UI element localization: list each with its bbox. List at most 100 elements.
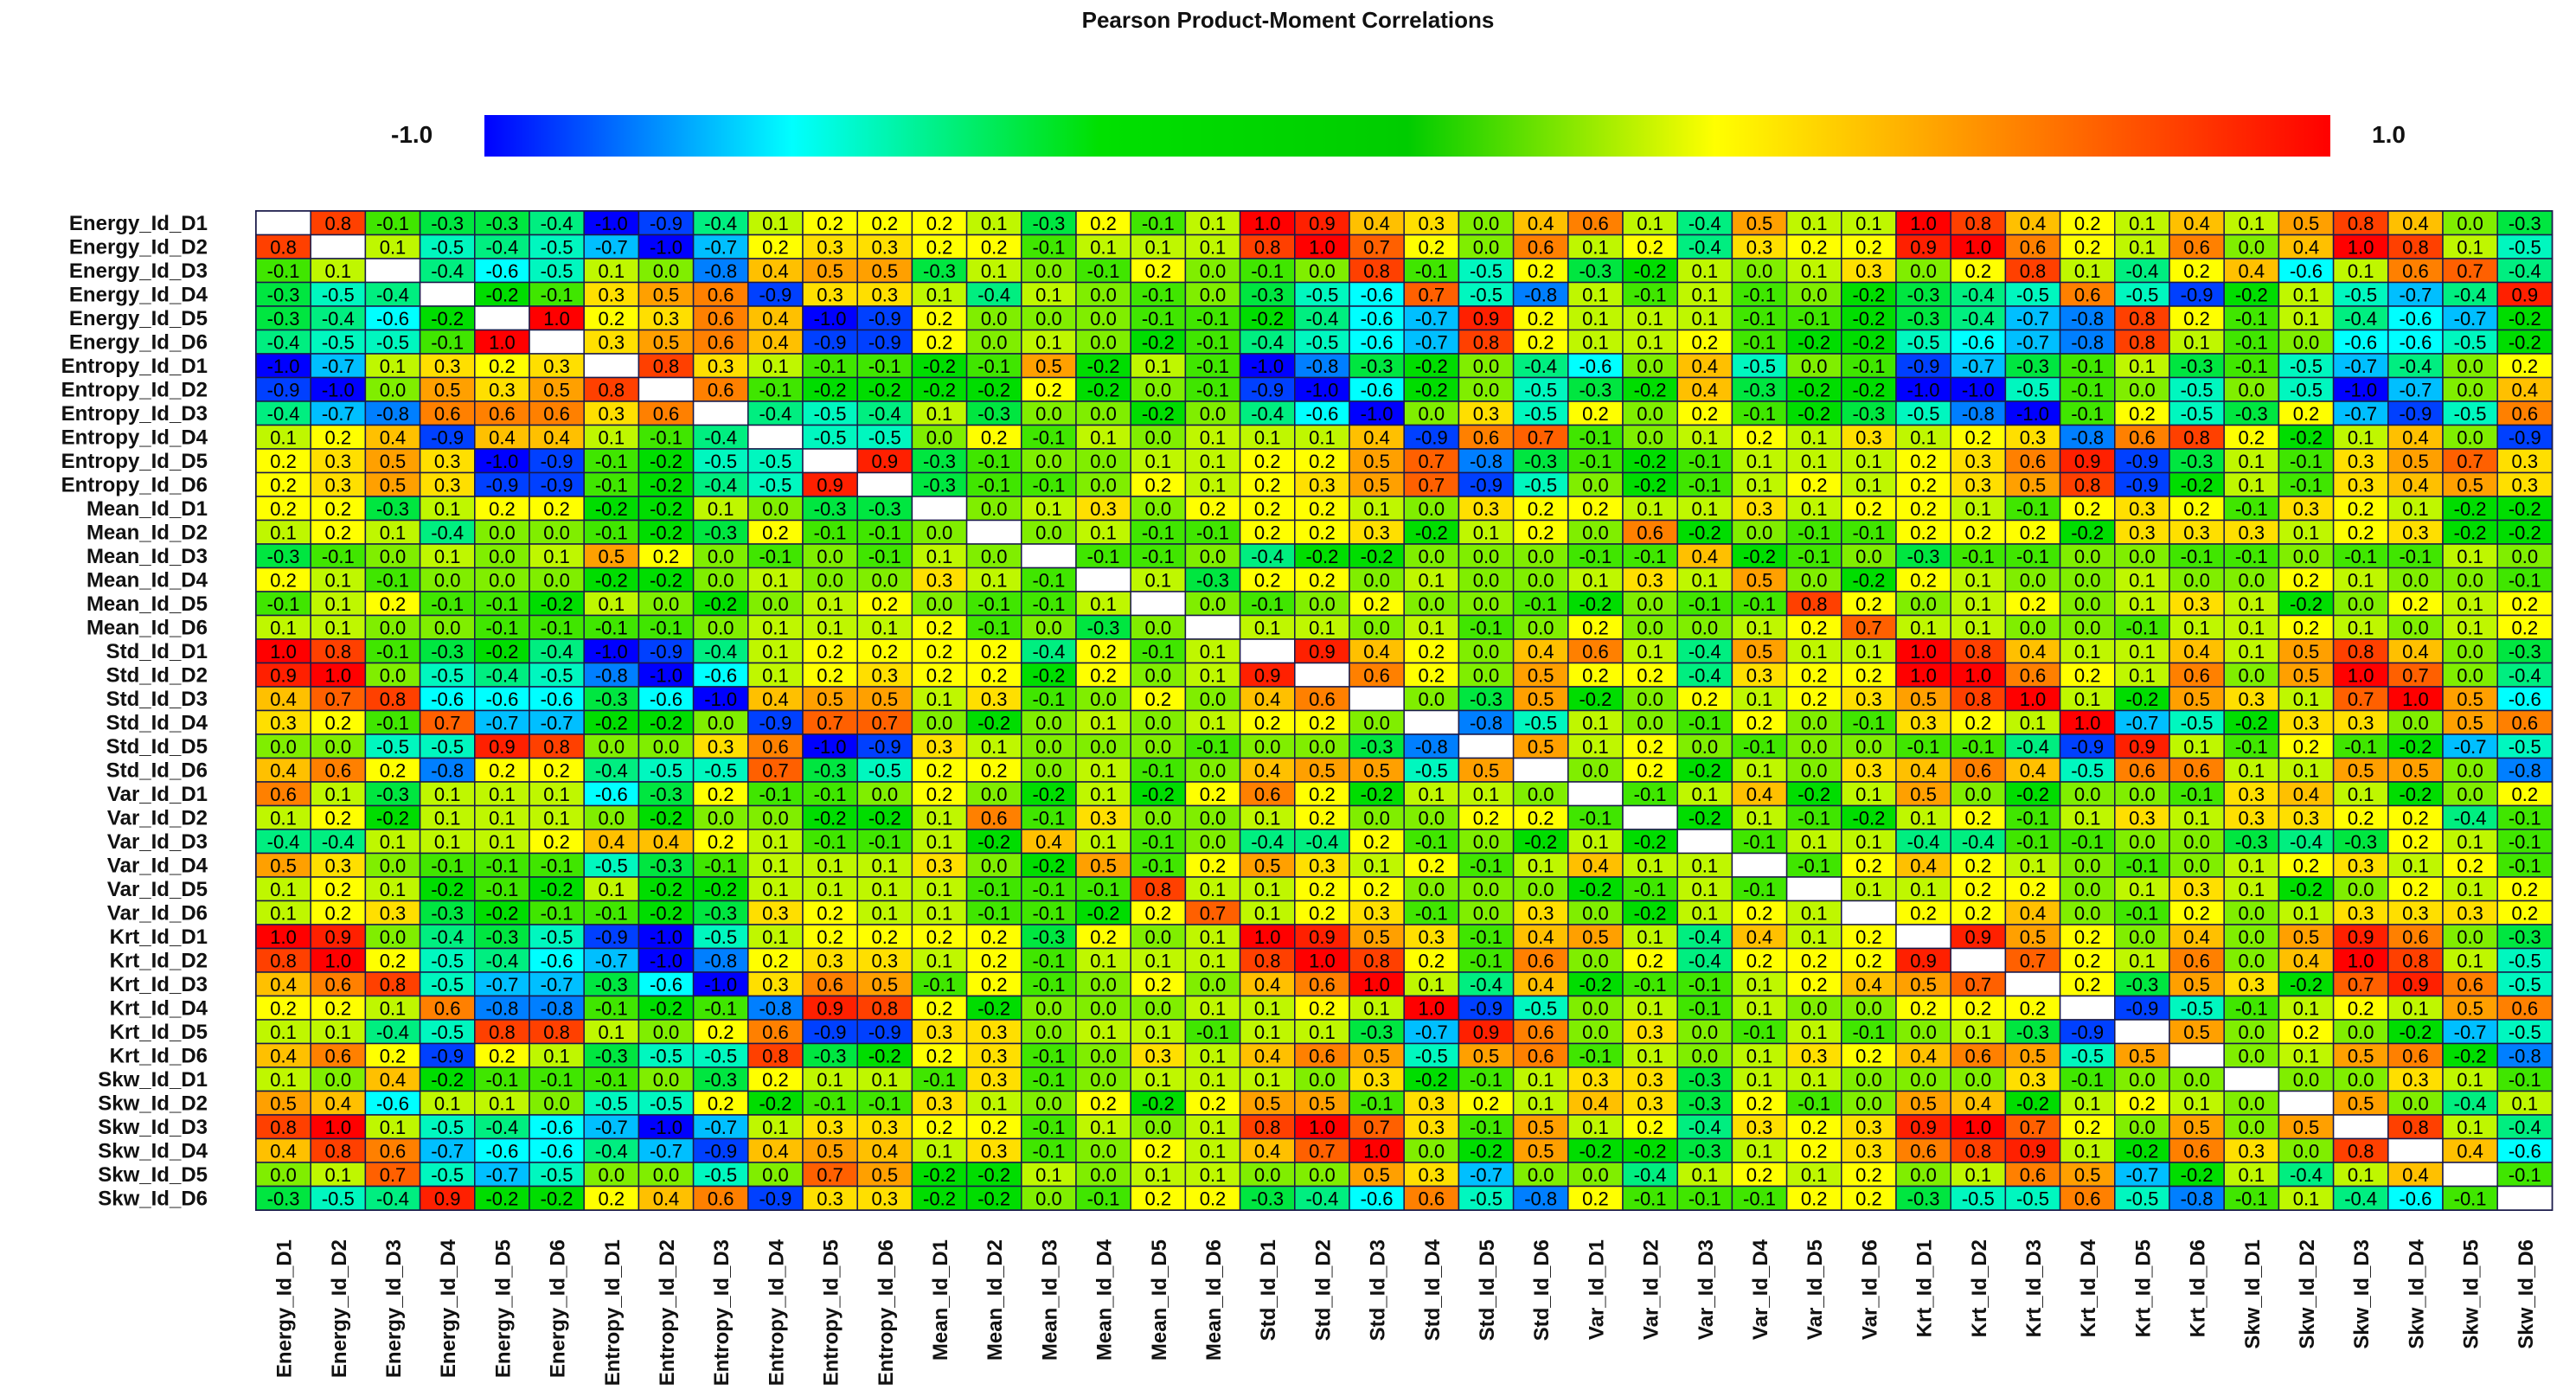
heatmap-cell-label: 0.1	[1363, 997, 1390, 1019]
heatmap-cell-label: 0.8	[2183, 426, 2210, 448]
heatmap-cell-label: -0.1	[1470, 617, 1503, 638]
heatmap-cell-label: -0.7	[485, 1164, 518, 1186]
heatmap-cell-label: 0.1	[380, 355, 407, 377]
heatmap-cell-label: 0.9	[1254, 664, 1281, 686]
heatmap-cell-label: 0.2	[1254, 712, 1281, 733]
heatmap-cell-label: 0.0	[2457, 355, 2483, 377]
heatmap-cell-label: -0.1	[595, 522, 628, 543]
heatmap-cell	[911, 258, 968, 284]
heatmap-cell-label: -0.7	[2344, 403, 2377, 425]
heatmap-cell-label: -0.6	[2399, 331, 2432, 353]
heatmap-cell-label: -0.6	[1305, 403, 1338, 425]
heatmap-cell-label: -0.1	[2125, 855, 2158, 876]
heatmap-cell-label: 0.0	[1582, 997, 1609, 1019]
heatmap-cell	[255, 329, 311, 355]
heatmap-cell-label: -0.4	[485, 950, 518, 971]
heatmap-cell-label: -0.7	[650, 1140, 682, 1162]
heatmap-cell-label: 0.2	[1855, 593, 1882, 615]
row-label: Entropy_Id_D4	[61, 426, 208, 449]
heatmap-cell-label: 0.9	[1309, 213, 1336, 234]
heatmap-cell	[529, 258, 585, 284]
heatmap-cell-label: 0.1	[762, 664, 789, 686]
heatmap-cell-label: 0.0	[981, 546, 1008, 567]
heatmap-cell	[2496, 329, 2554, 355]
row-label: Entropy_Id_D2	[61, 378, 208, 401]
heatmap-cell-label: -0.2	[868, 379, 901, 400]
heatmap-cell-label: -0.3	[2509, 926, 2541, 948]
heatmap-cell-label: 0.4	[1528, 974, 1554, 996]
heatmap-cell-label: 0.2	[1419, 950, 1445, 971]
heatmap-cell	[1130, 329, 1187, 355]
heatmap-cell-label: -0.3	[2181, 355, 2214, 377]
heatmap-cell-label: 0.2	[1200, 1188, 1227, 1209]
heatmap-cell-label: -0.3	[650, 855, 682, 876]
heatmap-cell-label: -0.1	[2509, 569, 2541, 591]
heatmap-cell	[1458, 281, 1515, 307]
heatmap-cell	[529, 329, 585, 355]
heatmap-cell	[364, 329, 421, 355]
heatmap-cell	[364, 258, 421, 284]
heatmap-cell-label: 0.2	[543, 759, 570, 781]
heatmap-cell-label: 0.2	[1746, 426, 1773, 448]
heatmap-cell-label: 0.4	[1910, 1045, 1937, 1066]
heatmap-cell-label: 0.2	[2293, 1021, 2320, 1043]
column-label: Entropy_Id_D5	[820, 1239, 843, 1386]
heatmap-cell-label: 0.0	[2239, 236, 2265, 258]
heatmap-cell-label: 0.4	[1363, 426, 1390, 448]
heatmap-cell-label: -0.4	[1962, 308, 1995, 330]
heatmap-cell-label: -0.2	[923, 355, 956, 377]
heatmap-cell-label: 0.0	[653, 1021, 680, 1043]
heatmap-cell	[1130, 591, 1187, 617]
heatmap-cell-label: -0.4	[2454, 807, 2487, 829]
heatmap-cell-label: 0.0	[2402, 1092, 2429, 1114]
heatmap-cell-label: -0.5	[541, 236, 574, 258]
heatmap-cell-label: 0.3	[2183, 522, 2210, 543]
heatmap-cell-label: 0.1	[1692, 569, 1719, 591]
heatmap-cell-label: 0.2	[1035, 379, 1062, 400]
heatmap-cell-label: -0.6	[541, 1140, 574, 1162]
heatmap-cell-label: -0.1	[2016, 831, 2049, 853]
heatmap-cell-label: 0.0	[1637, 617, 1663, 638]
heatmap-cell-label: 0.0	[1145, 617, 1172, 638]
heatmap-cell	[1349, 305, 1405, 331]
heatmap-cell-label: -0.3	[1470, 688, 1503, 710]
heatmap-cell-label: -0.2	[977, 1164, 1010, 1186]
heatmap-cell-label: 0.1	[2239, 759, 2265, 781]
heatmap-cell-label: 0.1	[762, 926, 789, 948]
heatmap-cell-label: 0.0	[926, 522, 953, 543]
heatmap-cell-label: 0.1	[1746, 807, 1773, 829]
heatmap-cell-label: -0.7	[595, 236, 628, 258]
heatmap-cell-label: 0.0	[1419, 593, 1445, 615]
heatmap-cell-label: 0.1	[1746, 451, 1773, 472]
heatmap-cell-label: 0.5	[2348, 759, 2374, 781]
heatmap-cell-label: 0.2	[1309, 451, 1336, 472]
heatmap-cell	[583, 305, 640, 331]
heatmap-cell-label: 0.0	[653, 1164, 680, 1186]
heatmap-cell-label: 0.1	[1090, 236, 1117, 258]
heatmap-cell-label: -0.2	[650, 879, 682, 900]
heatmap-cell	[802, 234, 858, 259]
heatmap-cell-label: 0.0	[762, 1164, 789, 1186]
heatmap-cell-label: -0.9	[704, 1140, 737, 1162]
heatmap-cell-label: -0.5	[2290, 355, 2323, 377]
heatmap-cell-label: 1.0	[2348, 664, 2374, 686]
heatmap-cell-label: 0.6	[708, 331, 734, 353]
heatmap-cell-label: 0.8	[1363, 950, 1390, 971]
heatmap-cell-label: -0.3	[2235, 831, 2268, 853]
heatmap-cell-label: -0.5	[431, 236, 464, 258]
heatmap-cell-label: 0.1	[1746, 617, 1773, 638]
heatmap-cell-label: 0.5	[2402, 451, 2429, 472]
heatmap-cell-label: 0.3	[434, 451, 461, 472]
heatmap-cell-label: -0.3	[267, 1188, 300, 1209]
column-label: Var_Id_D4	[1749, 1239, 1772, 1340]
heatmap-cell-label: 0.0	[2457, 784, 2483, 805]
heatmap-cell-label: 0.1	[2239, 474, 2265, 496]
heatmap-cell-label: -0.4	[1688, 213, 1721, 234]
heatmap-cell-label: -0.1	[1634, 879, 1667, 900]
heatmap-cell	[747, 424, 804, 450]
heatmap-cell-label: 0.5	[2457, 997, 2483, 1019]
heatmap-cell-label: -0.3	[1852, 403, 1885, 425]
heatmap-cell-label: 0.2	[1855, 498, 1882, 520]
heatmap-cell-label: -1.0	[595, 641, 628, 663]
heatmap-cell-label: 0.2	[489, 498, 516, 520]
